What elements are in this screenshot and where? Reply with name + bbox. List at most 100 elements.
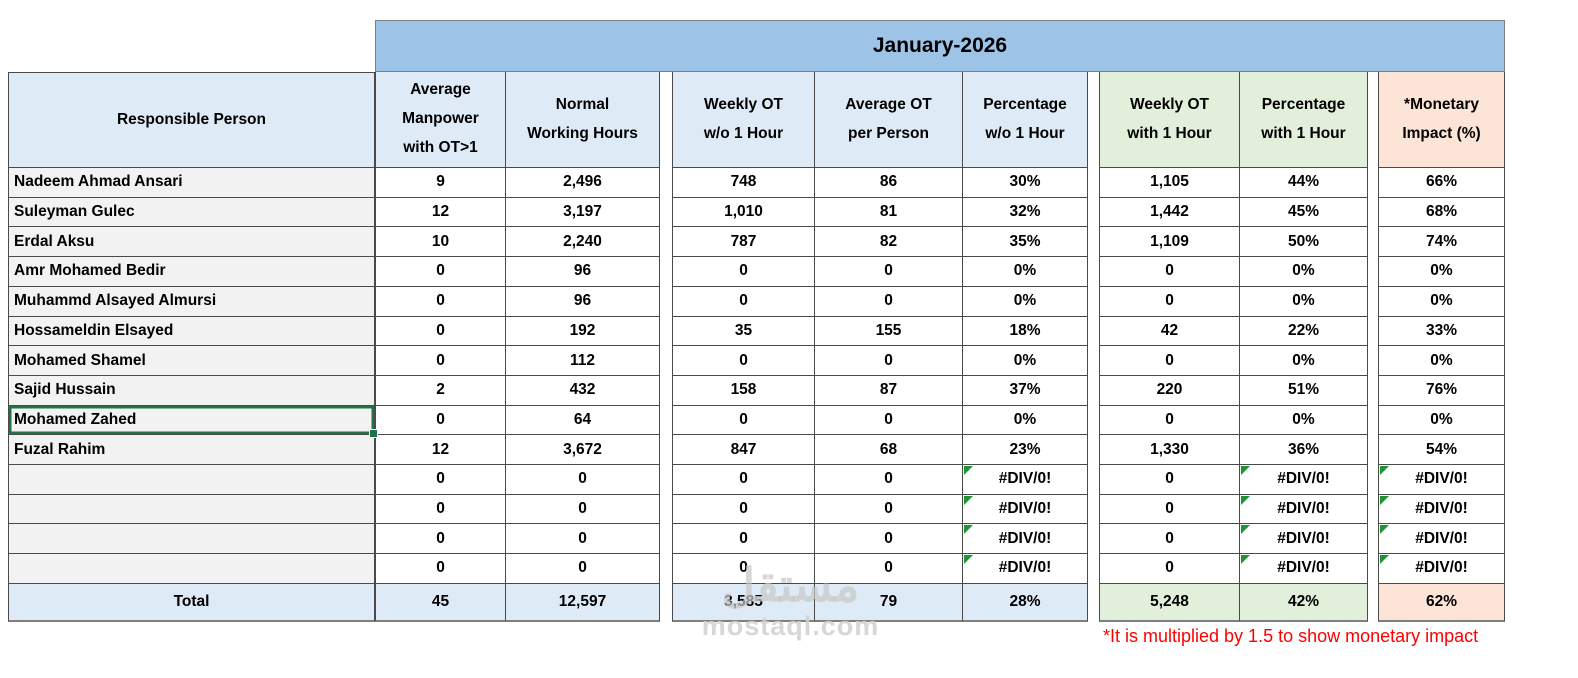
- value-cell[interactable]: 1,105: [1099, 168, 1240, 198]
- error-cell[interactable]: #DIV/0!: [1378, 465, 1505, 495]
- error-cell[interactable]: #DIV/0!: [963, 465, 1088, 495]
- value-cell[interactable]: 23%: [963, 435, 1088, 466]
- column-header-person[interactable]: Responsible Person: [8, 72, 375, 168]
- value-cell[interactable]: 0: [672, 405, 815, 436]
- value-cell[interactable]: 787: [672, 227, 815, 258]
- value-cell[interactable]: 0: [815, 465, 963, 495]
- value-cell[interactable]: 3,672: [506, 435, 660, 466]
- column-header-weekly-ot-wo[interactable]: Weekly OT w/o 1 Hour: [672, 72, 815, 168]
- error-cell[interactable]: #DIV/0!: [963, 554, 1088, 584]
- value-cell[interactable]: 1,010: [672, 197, 815, 228]
- value-cell[interactable]: 0: [1099, 286, 1240, 317]
- value-cell[interactable]: 76%: [1378, 375, 1505, 406]
- value-cell[interactable]: 0%: [1240, 286, 1368, 317]
- error-cell[interactable]: #DIV/0!: [1240, 524, 1368, 555]
- value-cell[interactable]: 0: [815, 346, 963, 376]
- value-cell[interactable]: 35%: [963, 227, 1088, 258]
- value-cell[interactable]: 0: [375, 554, 506, 584]
- value-cell[interactable]: 112: [506, 346, 660, 376]
- column-header-weekly-ot-with[interactable]: Weekly OT with 1 Hour: [1099, 72, 1240, 168]
- value-cell[interactable]: 10: [375, 227, 506, 258]
- value-cell[interactable]: 96: [506, 286, 660, 317]
- person-cell[interactable]: Mohamed Zahed: [8, 405, 378, 439]
- value-cell[interactable]: 0: [375, 316, 506, 347]
- error-cell[interactable]: #DIV/0!: [1240, 465, 1368, 495]
- person-cell-empty[interactable]: [8, 494, 375, 525]
- person-cell[interactable]: Fuzal Rahim: [8, 435, 375, 466]
- value-cell[interactable]: 0: [506, 524, 660, 555]
- value-cell[interactable]: 35: [672, 316, 815, 347]
- total-value-cell[interactable]: 28%: [963, 583, 1088, 622]
- total-value-cell[interactable]: 62%: [1378, 583, 1505, 622]
- total-value-cell[interactable]: 12,597: [506, 583, 660, 622]
- total-value-cell[interactable]: 42%: [1240, 583, 1368, 622]
- value-cell[interactable]: 0: [672, 465, 815, 495]
- error-cell[interactable]: #DIV/0!: [963, 524, 1088, 555]
- value-cell[interactable]: 0: [1099, 405, 1240, 436]
- value-cell[interactable]: 0: [672, 494, 815, 525]
- value-cell[interactable]: 0: [815, 524, 963, 555]
- value-cell[interactable]: 12: [375, 435, 506, 466]
- person-cell[interactable]: Sajid Hussain: [8, 375, 375, 406]
- value-cell[interactable]: 0: [375, 524, 506, 555]
- value-cell[interactable]: 748: [672, 168, 815, 198]
- value-cell[interactable]: 0: [815, 494, 963, 525]
- value-cell[interactable]: 0%: [963, 346, 1088, 376]
- value-cell[interactable]: 0: [1099, 554, 1240, 584]
- column-header-pct-wo[interactable]: Percentage w/o 1 Hour: [963, 72, 1088, 168]
- value-cell[interactable]: 0: [506, 494, 660, 525]
- value-cell[interactable]: 155: [815, 316, 963, 347]
- total-value-cell[interactable]: 3,585: [672, 583, 815, 622]
- person-cell[interactable]: Amr Mohamed Bedir: [8, 257, 375, 287]
- value-cell[interactable]: 0%: [1240, 346, 1368, 376]
- value-cell[interactable]: 0%: [1378, 286, 1505, 317]
- value-cell[interactable]: 0: [375, 405, 506, 436]
- value-cell[interactable]: 0: [375, 346, 506, 376]
- month-title-cell[interactable]: January-2026: [375, 20, 1505, 72]
- error-cell[interactable]: #DIV/0!: [963, 494, 1088, 525]
- value-cell[interactable]: 44%: [1240, 168, 1368, 198]
- value-cell[interactable]: 220: [1099, 375, 1240, 406]
- value-cell[interactable]: 54%: [1378, 435, 1505, 466]
- error-cell[interactable]: #DIV/0!: [1378, 524, 1505, 555]
- value-cell[interactable]: 0: [815, 286, 963, 317]
- column-header-pct-with[interactable]: Percentage with 1 Hour: [1240, 72, 1368, 168]
- value-cell[interactable]: 1,330: [1099, 435, 1240, 466]
- value-cell[interactable]: 50%: [1240, 227, 1368, 258]
- error-cell[interactable]: #DIV/0!: [1378, 494, 1505, 525]
- person-cell-empty[interactable]: [8, 554, 375, 584]
- value-cell[interactable]: 0: [815, 257, 963, 287]
- person-cell[interactable]: Mohamed Shamel: [8, 346, 375, 376]
- value-cell[interactable]: 51%: [1240, 375, 1368, 406]
- value-cell[interactable]: 18%: [963, 316, 1088, 347]
- value-cell[interactable]: 87: [815, 375, 963, 406]
- value-cell[interactable]: 3,197: [506, 197, 660, 228]
- value-cell[interactable]: 1,109: [1099, 227, 1240, 258]
- value-cell[interactable]: 96: [506, 257, 660, 287]
- value-cell[interactable]: 82: [815, 227, 963, 258]
- person-cell[interactable]: Muhammd Alsayed Almursi: [8, 286, 375, 317]
- value-cell[interactable]: 12: [375, 197, 506, 228]
- value-cell[interactable]: 30%: [963, 168, 1088, 198]
- value-cell[interactable]: 66%: [1378, 168, 1505, 198]
- column-header-monetary[interactable]: *Monetary Impact (%): [1378, 72, 1505, 168]
- total-value-cell[interactable]: 79: [815, 583, 963, 622]
- person-cell-empty[interactable]: [8, 524, 375, 555]
- value-cell[interactable]: 0: [375, 465, 506, 495]
- column-header-avg-ot[interactable]: Average OT per Person: [815, 72, 963, 168]
- value-cell[interactable]: 0: [1099, 257, 1240, 287]
- value-cell[interactable]: 1,442: [1099, 197, 1240, 228]
- value-cell[interactable]: 0: [375, 494, 506, 525]
- value-cell[interactable]: 33%: [1378, 316, 1505, 347]
- value-cell[interactable]: 0%: [963, 286, 1088, 317]
- value-cell[interactable]: 0: [672, 524, 815, 555]
- value-cell[interactable]: 0%: [963, 257, 1088, 287]
- value-cell[interactable]: 68: [815, 435, 963, 466]
- value-cell[interactable]: 432: [506, 375, 660, 406]
- person-cell[interactable]: Hossameldin Elsayed: [8, 316, 375, 347]
- value-cell[interactable]: 847: [672, 435, 815, 466]
- value-cell[interactable]: 32%: [963, 197, 1088, 228]
- value-cell[interactable]: 0%: [1240, 257, 1368, 287]
- value-cell[interactable]: 2,240: [506, 227, 660, 258]
- value-cell[interactable]: 2,496: [506, 168, 660, 198]
